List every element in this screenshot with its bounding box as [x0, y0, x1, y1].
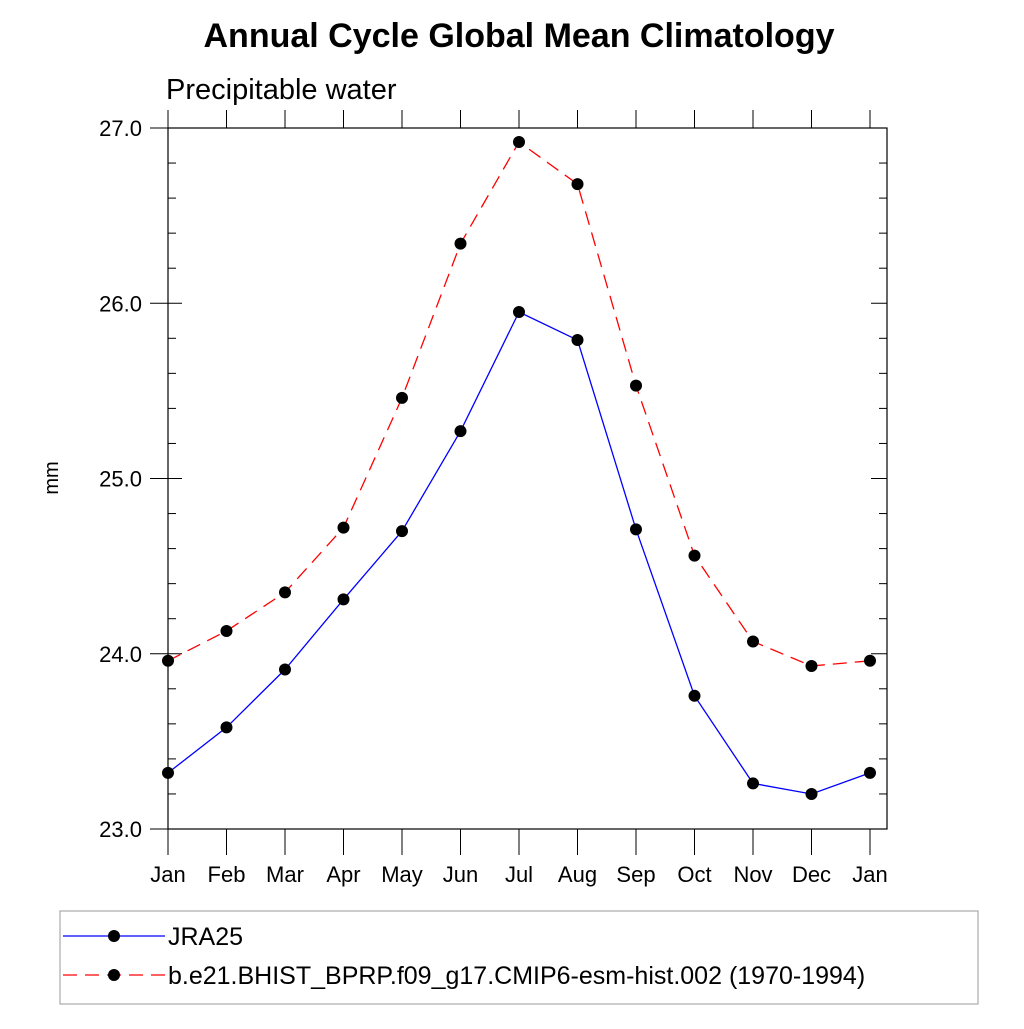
x-tick-label: Aug — [558, 862, 597, 887]
legend: JRA25 b.e21.BHIST_BPRP.f09_g17.CMIP6-esm-… — [59, 910, 979, 1005]
legend-entry-label: JRA25 — [168, 923, 243, 951]
legend-entry-label: b.e21.BHIST_BPRP.f09_g17.CMIP6-esm-hist.… — [168, 962, 865, 990]
legend-box — [59, 910, 979, 1005]
plot-area: 23.0 24.0 25.0 26.0 27.0 Jan Feb Mar Apr May Jun Ju… — [99, 110, 888, 887]
series-point-0 — [747, 777, 759, 790]
y-tick-label: 26.0 — [99, 291, 142, 316]
series-point-1 — [454, 237, 467, 250]
x-tick-label: Jan — [150, 862, 185, 887]
series-point-0 — [630, 523, 642, 536]
x-tick-label: Apr — [326, 862, 360, 887]
series-point-0 — [279, 663, 291, 676]
x-tick-label: Dec — [792, 862, 831, 887]
series-point-1 — [864, 654, 876, 667]
series-point-1 — [513, 136, 525, 149]
x-tick-label: Oct — [677, 862, 711, 887]
series-line-0 — [167, 311, 871, 795]
legend-swatch-marker — [108, 969, 120, 981]
x-tick-label: Mar — [266, 862, 304, 887]
series-point-1 — [747, 635, 759, 648]
series-point-1 — [162, 654, 174, 667]
x-tick-label: Nov — [733, 862, 772, 887]
series-point-0 — [337, 593, 350, 606]
x-tick-label: Jan — [852, 862, 887, 887]
x-tick-label: Feb — [208, 862, 246, 887]
chart-title: Annual Cycle Global Mean Climatology — [204, 17, 835, 55]
series-point-0 — [454, 425, 467, 438]
series-point-1 — [220, 624, 233, 637]
series-line-1 — [167, 141, 871, 667]
x-tick-label: Jun — [443, 862, 478, 887]
x-tick-label: Jul — [505, 862, 533, 887]
x-tick-label: Sep — [616, 862, 655, 887]
x-tick-label: May — [381, 862, 423, 887]
series-point-1 — [337, 521, 350, 534]
plot-frame — [167, 127, 888, 830]
y-tick-label: 23.0 — [99, 817, 142, 842]
series-point-1 — [805, 660, 818, 673]
y-axis-label: mm — [41, 461, 63, 494]
y-tick-label: 25.0 — [99, 467, 142, 492]
series-point-0 — [688, 689, 701, 702]
series-point-0 — [805, 787, 818, 800]
y-tick-label: 24.0 — [99, 642, 142, 667]
series-point-1 — [688, 549, 701, 562]
series-point-0 — [396, 525, 408, 538]
series-point-1 — [396, 391, 408, 404]
series-point-1 — [630, 379, 642, 392]
series-point-0 — [571, 334, 584, 347]
chart-subtitle: Precipitable water — [166, 74, 397, 106]
series-point-0 — [513, 306, 525, 319]
series-point-0 — [162, 766, 174, 779]
series-point-0 — [864, 766, 876, 779]
y-tick-label: 27.0 — [99, 116, 142, 141]
legend-swatch-marker — [108, 930, 120, 942]
series-point-0 — [220, 721, 233, 734]
series-point-1 — [571, 178, 584, 191]
series-point-1 — [279, 586, 291, 599]
